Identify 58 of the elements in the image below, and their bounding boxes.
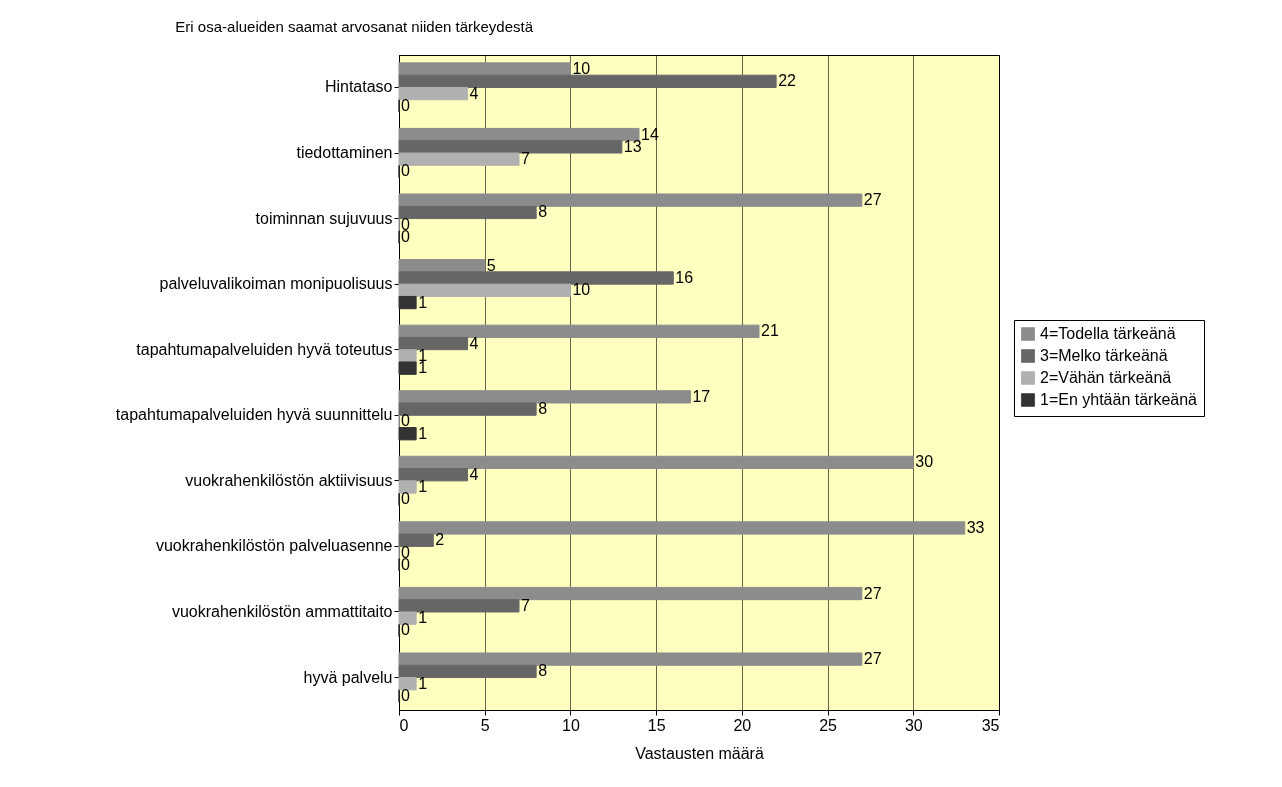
- data-label: 1: [418, 478, 428, 495]
- data-label: 7: [521, 150, 530, 168]
- y-tick-label: vuokrahenkilöstön aktiivisuus: [185, 471, 393, 489]
- data-label: 2: [435, 531, 445, 549]
- y-tick-label: palveluvalikoiman monipuolisuus: [159, 275, 393, 293]
- data-label: 8: [538, 662, 548, 680]
- data-label: 4: [469, 465, 479, 483]
- data-label: 1: [418, 424, 428, 442]
- y-tick-label: Hintataso: [324, 78, 393, 96]
- data-label: 7: [521, 596, 530, 614]
- x-tick-label: 5: [480, 716, 490, 734]
- data-label: 17: [692, 387, 711, 405]
- y-tick-label: vuokrahenkilöstön palveluasenne: [155, 537, 393, 555]
- x-tick-label: 30: [904, 716, 923, 734]
- data-label: 27: [863, 584, 882, 602]
- data-label: 0: [401, 490, 410, 508]
- data-label: 0: [401, 162, 410, 180]
- data-label: 0: [401, 686, 410, 704]
- chart-title: Eri osa-alueiden saamat arvosanat niiden tärkeydestä: [175, 18, 534, 35]
- data-label: 22: [778, 72, 797, 90]
- y-tick-label: tiedottaminen: [296, 144, 393, 162]
- data-label: 8: [538, 400, 548, 418]
- data-label: 0: [401, 96, 410, 114]
- data-label: 0: [401, 621, 410, 639]
- data-label: 33: [966, 518, 985, 536]
- legend-label: 4=Todella tärkeänä: [1040, 325, 1176, 342]
- data-label: 10: [572, 281, 591, 299]
- data-label: 0: [401, 412, 410, 430]
- data-label: 27: [863, 191, 882, 209]
- data-label: 30: [915, 453, 934, 471]
- data-label: 5: [486, 256, 496, 274]
- data-label: 4: [469, 334, 479, 352]
- x-axis-title: Vastausten määrä: [635, 744, 764, 762]
- x-tick-label: 15: [647, 716, 666, 734]
- x-tick-label: 10: [562, 716, 580, 734]
- data-label: 21: [761, 322, 779, 340]
- legend-label: 2=Vähän tärkeänä: [1040, 369, 1172, 386]
- y-tick-label: tapahtumapalveluiden hyvä suunnittelu: [115, 406, 393, 424]
- x-tick-label: 20: [733, 716, 752, 734]
- data-label: 1: [418, 674, 428, 692]
- data-label: 0: [401, 228, 410, 246]
- y-tick-label: hyvä palvelu: [303, 668, 393, 686]
- data-label: 4: [469, 84, 479, 102]
- data-label: 8: [538, 203, 548, 221]
- data-label: 10: [572, 60, 591, 78]
- data-label: 1: [418, 293, 428, 311]
- data-label: 1: [418, 609, 428, 627]
- y-tick-label: tapahtumapalveluiden hyvä toteutus: [136, 340, 393, 358]
- data-label: 16: [675, 269, 694, 286]
- y-tick-label: vuokrahenkilöstön ammattitaito: [171, 602, 393, 620]
- y-tick-label: toiminnan sujuvuus: [255, 209, 393, 227]
- data-label: 27: [863, 650, 882, 668]
- data-label: 13: [623, 137, 642, 155]
- x-tick-label: 0: [399, 716, 409, 734]
- x-tick-label: 35: [981, 716, 1000, 734]
- legend-label: 3=Melko tärkeänä: [1040, 347, 1168, 364]
- x-tick-label: 25: [819, 716, 838, 734]
- legend-label: 1=En yhtään tärkeänä: [1040, 391, 1198, 408]
